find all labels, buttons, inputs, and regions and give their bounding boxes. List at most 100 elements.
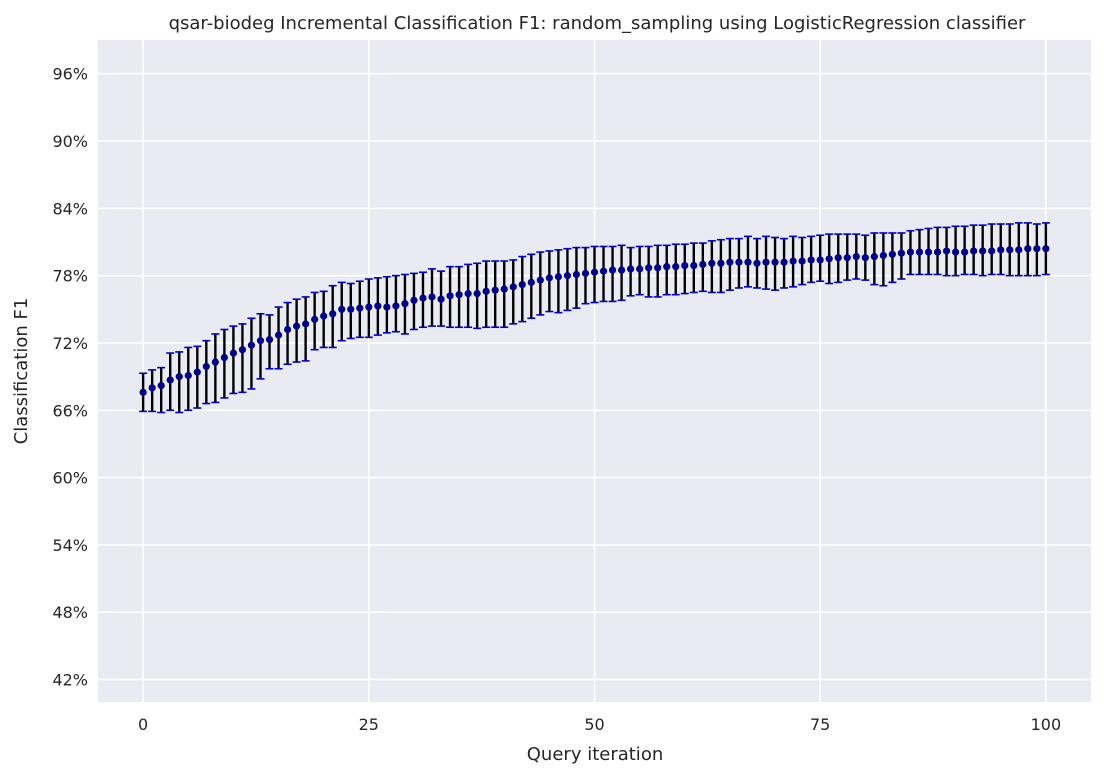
data-point (202, 362, 210, 371)
data-point (473, 289, 481, 298)
data-point (608, 266, 617, 274)
data-point (744, 258, 752, 266)
data-point (834, 254, 842, 262)
data-point (166, 376, 174, 384)
y-tick-label: 66% (52, 401, 88, 420)
data-point (699, 260, 707, 269)
data-point (789, 257, 797, 265)
data-point (320, 312, 328, 320)
data-point (690, 261, 698, 270)
data-point (491, 286, 499, 294)
x-axis-ticks: 0 25 50 75 100 (138, 715, 1061, 734)
data-point (401, 300, 409, 308)
data-point (211, 358, 219, 366)
data-point (356, 304, 364, 312)
data-point (148, 384, 156, 392)
data-point (581, 269, 590, 277)
data-point (500, 285, 508, 293)
y-tick-label: 54% (52, 536, 88, 555)
data-point (256, 337, 265, 345)
data-point (1042, 245, 1050, 253)
data-point (545, 274, 553, 282)
y-tick-label: 42% (52, 671, 88, 690)
data-point (753, 259, 761, 267)
data-point (780, 258, 788, 266)
data-point (825, 255, 833, 263)
data-point (807, 256, 815, 264)
data-point (365, 303, 373, 311)
data-point (455, 291, 463, 299)
data-point (302, 320, 310, 328)
data-point (798, 257, 806, 265)
data-point (599, 267, 608, 275)
data-point (852, 252, 860, 261)
y-tick-label: 78% (52, 267, 88, 286)
chart-title: qsar-biodeg Incremental Classification F… (169, 13, 1026, 34)
x-tick-label: 50 (584, 715, 604, 734)
y-tick-label: 84% (52, 199, 88, 218)
data-point (735, 258, 743, 266)
data-point (175, 373, 183, 381)
data-point (672, 263, 680, 271)
data-point (645, 264, 653, 272)
data-point (870, 252, 878, 261)
data-point (843, 254, 851, 262)
data-point (879, 251, 887, 260)
x-tick-label: 25 (359, 715, 379, 734)
x-tick-label: 75 (810, 715, 830, 734)
grid (98, 40, 1091, 702)
data-point (238, 346, 247, 354)
data-point (265, 335, 274, 344)
data-points (139, 245, 1050, 396)
data-point (915, 248, 924, 256)
data-point (554, 273, 562, 281)
data-point (1024, 245, 1032, 253)
data-point (708, 259, 716, 267)
data-point (536, 276, 544, 284)
data-point (464, 289, 472, 298)
data-point (997, 246, 1005, 254)
data-point (509, 283, 517, 291)
data-point (888, 250, 897, 258)
data-point (933, 248, 942, 256)
y-tick-label: 96% (52, 65, 88, 84)
x-tick-label: 0 (138, 715, 148, 734)
data-point (816, 256, 824, 264)
data-point (527, 278, 535, 286)
data-point (572, 270, 581, 279)
data-point (906, 248, 915, 256)
y-tick-label: 48% (52, 603, 88, 622)
y-tick-label: 90% (52, 132, 88, 151)
data-point (897, 249, 906, 257)
data-point (663, 263, 671, 271)
data-point (247, 341, 256, 349)
data-point (924, 248, 933, 256)
data-point (681, 261, 689, 270)
data-point (970, 247, 978, 255)
data-point (563, 272, 572, 280)
y-tick-label: 60% (52, 469, 88, 488)
data-point (283, 325, 292, 334)
data-point (410, 296, 418, 304)
data-point (383, 303, 391, 311)
data-point (717, 259, 725, 267)
data-point (771, 258, 779, 266)
x-axis-label: Query iteration (527, 744, 663, 765)
data-point (654, 264, 662, 272)
data-point (193, 368, 201, 376)
data-point (627, 265, 635, 273)
data-point (726, 258, 734, 266)
data-point (482, 287, 490, 295)
data-point (1015, 246, 1023, 254)
data-point (374, 302, 382, 310)
data-point (157, 381, 165, 390)
data-point (419, 294, 427, 302)
data-point (1006, 246, 1014, 254)
data-point (311, 315, 319, 323)
data-point (220, 353, 228, 362)
data-point (861, 254, 869, 262)
data-point (961, 248, 969, 256)
data-point (347, 305, 355, 313)
data-point (392, 302, 400, 310)
y-tick-label: 72% (52, 334, 88, 353)
